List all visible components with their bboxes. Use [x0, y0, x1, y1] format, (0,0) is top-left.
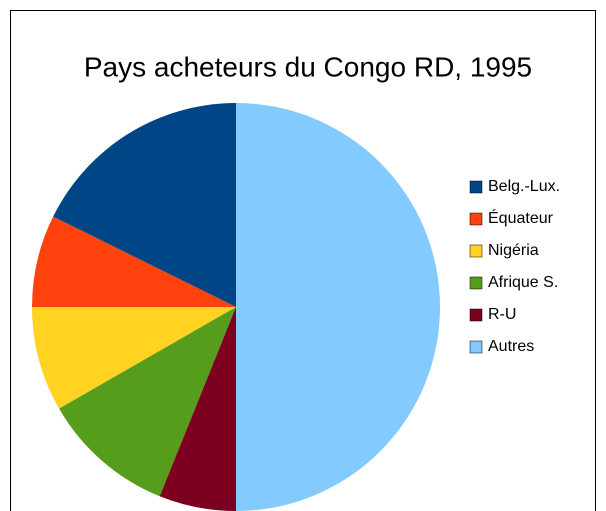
chart-title: Pays acheteurs du Congo RD, 1995 [84, 51, 532, 82]
pie-slice [236, 103, 440, 511]
pie-slice [59, 307, 236, 497]
pie-slice [159, 307, 236, 511]
legend-label: Équateur [488, 208, 554, 227]
legend-label: Afrique S. [488, 274, 558, 291]
legend-swatch [469, 340, 483, 354]
legend-swatch [469, 276, 483, 290]
legend-swatch [469, 244, 483, 258]
legend-swatch [469, 308, 483, 322]
legend-swatch [469, 212, 483, 226]
legend-label: R-U [488, 306, 516, 323]
pie-slice [53, 103, 236, 307]
pie-slice [32, 216, 236, 307]
legend-swatch [469, 180, 483, 194]
legend-label: Nigéria [488, 242, 539, 259]
pie-slice [32, 307, 236, 409]
legend-label: Belg.-Lux. [488, 178, 560, 195]
legend-label: Autres [488, 338, 534, 355]
